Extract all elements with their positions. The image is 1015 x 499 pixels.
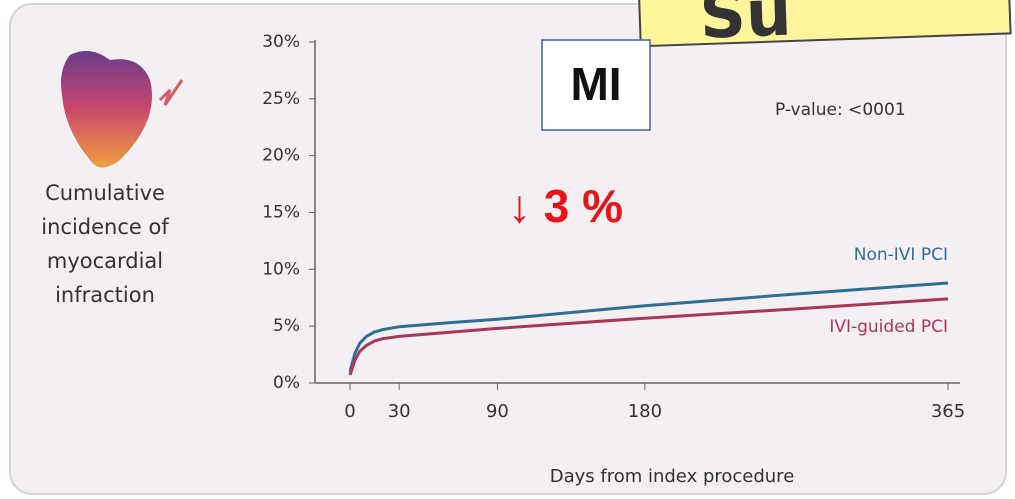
series-line	[348, 281, 949, 372]
box-label: MI	[570, 58, 621, 110]
mi-box	[541, 39, 651, 131]
change-label: ↓ 3 %	[508, 180, 623, 232]
x-tick-label: 30	[388, 401, 411, 422]
x-tick-label: 0	[344, 401, 355, 422]
x-axis-title: Days from index procedure	[550, 466, 795, 487]
y-tick-label: 5%	[273, 316, 300, 336]
series-line	[348, 297, 949, 376]
y-tick-label: 0%	[273, 373, 300, 393]
heart-icon	[61, 51, 184, 168]
y-axis-title: Cumulative incidence of myocardial infra…	[41, 181, 169, 307]
y-tick-label: 10%	[262, 259, 300, 279]
y-tick-label: 15%	[262, 203, 300, 223]
banner: Su	[637, 0, 1012, 54]
y-tick-label: 20%	[262, 146, 300, 166]
x-tick-label: 180	[628, 401, 662, 422]
panel	[9, 3, 1007, 495]
x-tick-label: 365	[931, 401, 965, 422]
y-tick-label: 30%	[262, 32, 300, 52]
y-tick-label: 25%	[262, 89, 300, 109]
x-tick-label: 90	[486, 401, 509, 422]
series-label: Non-IVI PCI	[854, 245, 948, 265]
banner-text: Su	[699, 0, 793, 54]
p-value: P-value: <0001	[775, 100, 906, 120]
series-label: IVI-guided PCI	[829, 317, 948, 337]
